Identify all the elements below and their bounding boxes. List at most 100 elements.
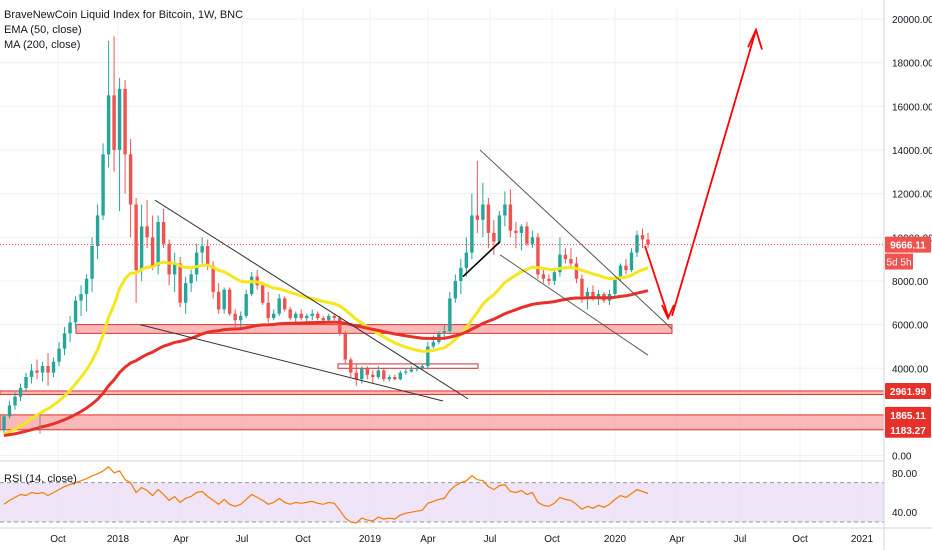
candle-body: [624, 265, 628, 271]
candle-body: [145, 226, 149, 238]
candle-body: [161, 221, 166, 244]
ma-legend: MA (200, close): [4, 39, 81, 51]
candle-body: [321, 318, 325, 321]
candle-body: [167, 243, 171, 275]
candle-body: [569, 259, 573, 264]
candle-body: [618, 265, 623, 279]
candle-body: [272, 313, 276, 319]
candle-body: [222, 289, 226, 310]
y-tick-label: 14000.00: [892, 146, 932, 157]
candle-body: [640, 235, 645, 240]
candle-body: [40, 366, 45, 373]
candle-body: [409, 369, 414, 372]
candle-body: [442, 331, 447, 334]
x-tick-label: Oct: [50, 534, 66, 545]
box-4000: [337, 363, 479, 369]
trendline-annotations: [0, 27, 884, 434]
candle-body: [238, 315, 243, 321]
falling-wedge-upper-2019: [479, 149, 673, 330]
candle-body: [288, 309, 292, 319]
candle-body: [525, 226, 529, 244]
moving-averages: [3, 260, 649, 437]
ma-line: [3, 289, 649, 437]
x-tick-label: 2021: [851, 534, 874, 545]
level-tag-1865-bg: [885, 406, 931, 423]
candle-body: [574, 263, 579, 279]
down-arrow-line: [644, 245, 669, 317]
candle-body: [189, 274, 193, 284]
down-arrowhead: [661, 304, 675, 321]
y-tick-label: 16000.00: [892, 102, 932, 113]
candle-body: [591, 291, 595, 299]
x-tick-label: Apr: [420, 534, 436, 545]
candle-body: [563, 254, 568, 260]
candle-body: [613, 278, 617, 295]
candle-body: [260, 285, 265, 303]
x-tick-label: Jul: [734, 534, 747, 545]
up-arrow-line: [671, 29, 757, 317]
candle-body: [29, 370, 34, 378]
candle-body: [310, 313, 314, 316]
candle-body: [57, 348, 61, 362]
candle-body: [62, 333, 67, 349]
candle-body: [481, 204, 485, 220]
candle-body: [139, 226, 144, 271]
countdown-tag: 5d 5h: [886, 258, 911, 269]
x-tick-label: Oct: [792, 534, 808, 545]
candle-body: [387, 377, 392, 380]
candle-body: [95, 215, 100, 247]
candle-body: [514, 230, 518, 233]
candle-body: [51, 361, 56, 373]
candle-body: [475, 215, 480, 220]
candle-body: [508, 204, 513, 231]
candle-body: [13, 396, 17, 406]
x-tick-label: Oct: [295, 534, 311, 545]
candle-body: [305, 315, 309, 319]
candle-body: [426, 346, 430, 367]
x-tick-label: Jul: [484, 534, 497, 545]
candle-body: [205, 246, 210, 266]
candle-body: [112, 95, 116, 150]
candle-body: [338, 318, 342, 334]
candle-body: [277, 298, 281, 314]
candle-body: [101, 154, 105, 216]
ema-line: [3, 260, 649, 436]
candle-body: [453, 280, 458, 299]
candle-body: [349, 359, 353, 373]
rsi-tick-label: 80.00: [892, 469, 917, 480]
candle-body: [371, 374, 375, 378]
last-price-tag: 9666.11: [890, 241, 926, 252]
y-tick-label: 0.00: [892, 452, 912, 463]
price-scale-bg: [884, 0, 932, 550]
candle-body: [536, 237, 540, 275]
x-tick-label: Apr: [669, 534, 685, 545]
candle-body: [18, 387, 23, 397]
x-tick-label: 2020: [604, 534, 627, 545]
candle-body: [360, 368, 364, 380]
y-tick-label: 12000.00: [892, 190, 932, 201]
candle-body: [585, 291, 590, 297]
candle-body: [46, 366, 50, 373]
x-tick-label: Apr: [173, 534, 189, 545]
candle-body: [216, 291, 221, 310]
y-tick-label: 18000.00: [892, 59, 932, 70]
support-zone-1865: [0, 414, 885, 431]
candle-body: [547, 278, 551, 281]
candle-body: [635, 235, 639, 253]
falling-wedge-lower-2019: [499, 254, 649, 356]
candle-body: [117, 88, 122, 150]
rsi-tick-label: 40.00: [892, 508, 917, 519]
candle-body: [365, 368, 369, 375]
support-line-2961: [0, 390, 885, 395]
rsi-band: [0, 482, 884, 523]
candle-body: [398, 372, 403, 380]
level-tag-1183-bg: [885, 421, 931, 438]
x-tick-label: Jul: [236, 534, 249, 545]
candle-body: [73, 300, 78, 323]
candle-body: [227, 289, 232, 314]
candle-body: [519, 226, 524, 233]
candle-body: [294, 313, 298, 319]
candle-body: [552, 272, 557, 281]
